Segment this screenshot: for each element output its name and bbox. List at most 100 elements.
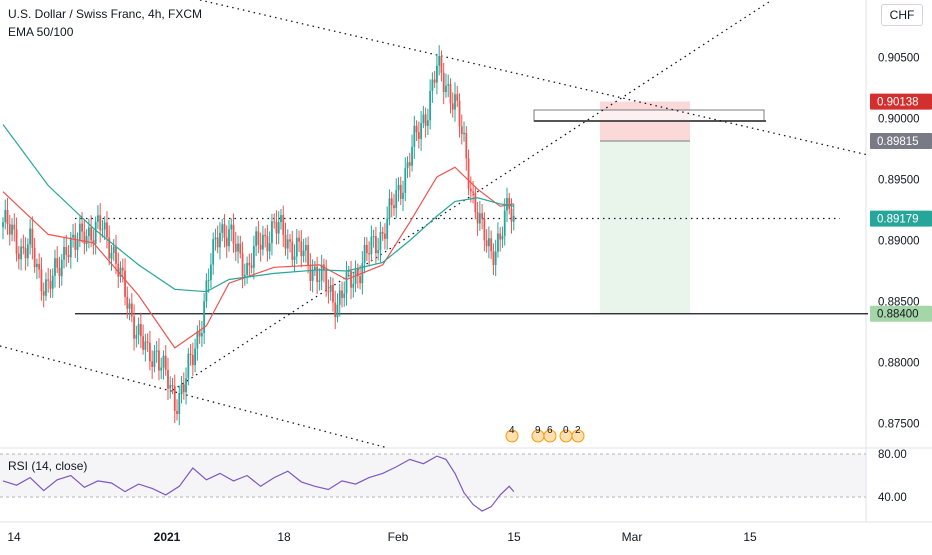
candle-body [431,79,434,91]
candle-body [187,353,190,379]
candle-body [359,276,361,284]
candle-body [212,239,215,265]
candle-body [103,222,106,230]
y-tick-label: 0.88500 [878,297,920,309]
candle-body [397,184,400,191]
candle-body [438,55,441,66]
candle-body [422,114,425,124]
candle-body [128,303,131,309]
candle-body [334,302,337,318]
candle-body [225,237,228,247]
candle-body [282,215,285,235]
candle-body [298,237,300,242]
candle-body [259,244,262,250]
candle-body [411,146,413,166]
candle-body [92,240,95,244]
ema-50-line [2,166,514,349]
y-tick-label: 0.89500 [878,174,920,186]
candle-body [117,263,120,277]
candle-body [221,224,224,233]
candle-body [69,237,72,258]
candle-body [388,198,391,219]
candle-body [490,238,493,252]
candle-body [506,197,508,211]
candle-body [408,162,411,166]
candle-body [445,85,447,93]
y-tick-label: 0.87500 [878,419,920,431]
candle-body [189,353,192,355]
candle-body [415,125,418,133]
candle-body [203,301,206,333]
candle-body [257,231,260,245]
rsi-tick-label: 40.00 [878,492,907,504]
candle-body [248,262,251,266]
candle-body [368,253,371,255]
candle-body [316,266,319,282]
candle-body [146,341,149,343]
candle-body [160,367,163,371]
candle-body [72,234,74,238]
candle-body [119,267,122,277]
candle-body [121,267,124,271]
candle-body [255,231,258,247]
candle-body [264,234,267,237]
candle-body [78,223,81,241]
x-tick-label: Feb [388,530,409,544]
price-tag-label: 0.89815 [877,136,919,148]
candle-body [271,221,273,244]
candle-body [164,355,167,370]
candle-body [329,285,332,292]
candle-body [40,269,43,292]
candle-body [424,114,427,126]
candle-body [399,184,402,199]
candle-body [171,384,174,387]
descending-bottom-trendline [0,345,389,449]
candle-body [449,84,452,104]
candle-body [252,246,255,268]
candle-body [15,229,18,254]
candle-body [178,393,181,415]
candle-body [2,222,4,228]
ema-100-line [2,124,514,293]
event-marker [571,429,585,443]
candle-body [420,123,422,140]
candle-body [8,224,11,235]
candle-body [406,162,409,169]
candle-body [370,236,373,255]
candle-body [352,283,355,288]
price-tag-label: 0.90138 [877,97,919,109]
candle-body [153,351,156,367]
candle-body [246,262,248,275]
y-tick-label: 0.88000 [878,358,920,370]
candle-body [85,236,88,244]
currency-button[interactable]: CHF [881,4,923,26]
candle-body [476,212,479,224]
candle-body [65,246,68,255]
candle-body [295,237,298,257]
candle-body [67,254,70,258]
candle-body [60,259,63,277]
candle-body [210,264,212,281]
candle-body [356,269,359,277]
candle-body [286,239,289,249]
candle-body [237,243,239,252]
candle-body [223,224,226,238]
y-tick-label: 0.90000 [878,113,920,125]
candle-body [155,350,158,352]
price-tag-label: 0.89179 [877,214,919,226]
candle-body [108,237,111,259]
candle-body [268,243,271,252]
candle-body [304,244,307,251]
rsi-band [0,454,866,497]
event-marker-label: 0 [563,425,569,436]
candle-body [381,231,384,234]
candle-body [230,224,233,230]
candle-body [49,280,52,289]
candle-body [456,94,459,101]
candle-body [90,227,93,241]
candle-body [228,229,230,247]
candle-body [250,265,253,268]
candle-body [262,234,264,250]
